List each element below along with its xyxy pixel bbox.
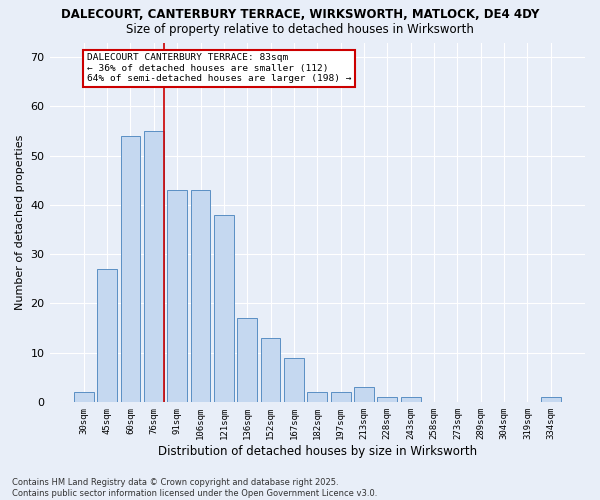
Bar <box>167 190 187 402</box>
Bar <box>331 392 350 402</box>
Bar <box>260 338 280 402</box>
Bar <box>144 131 164 402</box>
Bar <box>354 387 374 402</box>
Bar <box>97 269 117 402</box>
Bar <box>238 318 257 402</box>
Bar <box>307 392 327 402</box>
Bar <box>377 397 397 402</box>
X-axis label: Distribution of detached houses by size in Wirksworth: Distribution of detached houses by size … <box>158 444 477 458</box>
Bar <box>74 392 94 402</box>
Text: DALECOURT CANTERBURY TERRACE: 83sqm
← 36% of detached houses are smaller (112)
6: DALECOURT CANTERBURY TERRACE: 83sqm ← 36… <box>87 54 352 83</box>
Bar <box>541 397 560 402</box>
Bar <box>401 397 421 402</box>
Bar <box>214 215 234 402</box>
Text: Contains HM Land Registry data © Crown copyright and database right 2025.
Contai: Contains HM Land Registry data © Crown c… <box>12 478 377 498</box>
Bar <box>191 190 211 402</box>
Bar <box>284 358 304 402</box>
Text: DALECOURT, CANTERBURY TERRACE, WIRKSWORTH, MATLOCK, DE4 4DY: DALECOURT, CANTERBURY TERRACE, WIRKSWORT… <box>61 8 539 20</box>
Y-axis label: Number of detached properties: Number of detached properties <box>15 134 25 310</box>
Bar <box>121 136 140 402</box>
Text: Size of property relative to detached houses in Wirksworth: Size of property relative to detached ho… <box>126 22 474 36</box>
